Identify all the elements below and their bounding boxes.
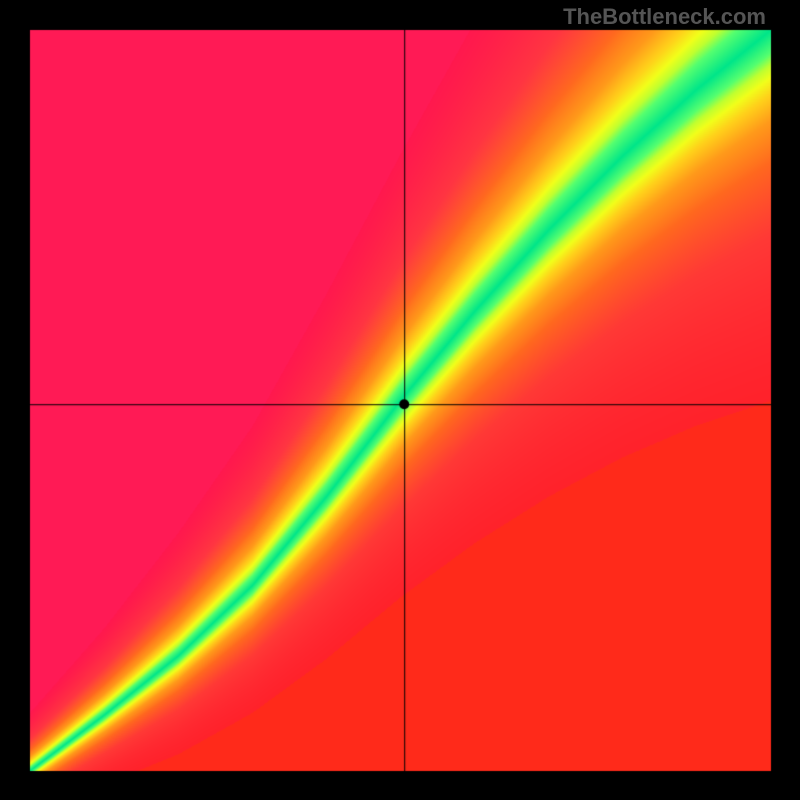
watermark-text: TheBottleneck.com xyxy=(563,4,766,30)
bottleneck-heatmap xyxy=(0,0,800,800)
chart-container: TheBottleneck.com xyxy=(0,0,800,800)
